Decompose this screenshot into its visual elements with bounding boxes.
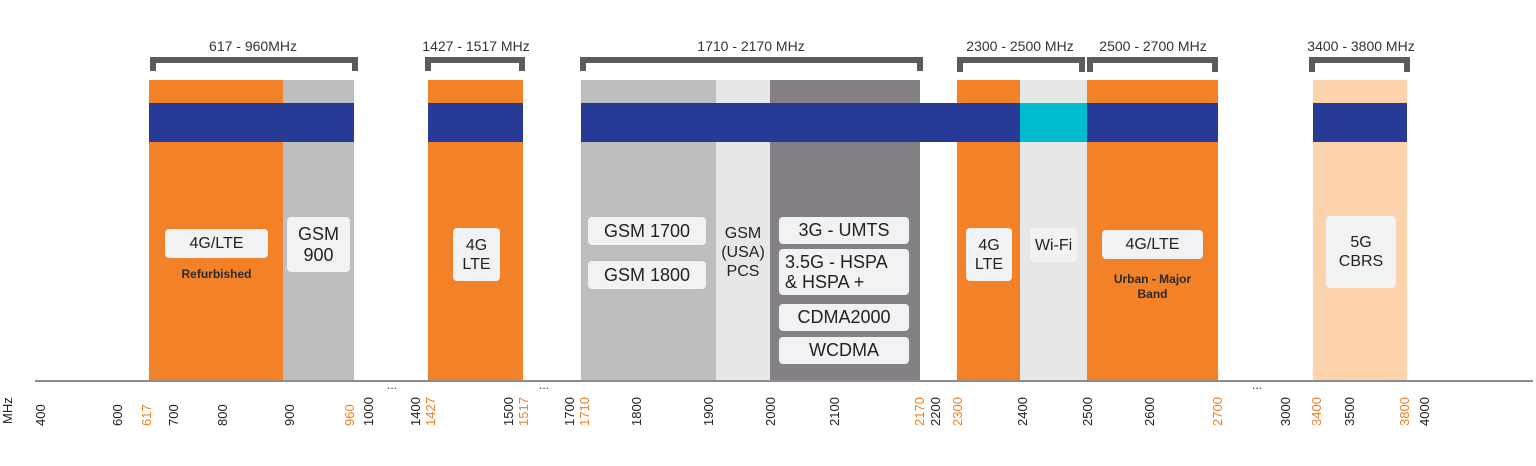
label-4g-lte-1427: 4G LTE	[453, 228, 500, 281]
label-gsm-900: GSM 900	[287, 217, 350, 272]
axis-break: ...	[539, 378, 550, 392]
tick-label-2170: 2170	[912, 397, 927, 426]
cyan-bar-wifi	[1020, 103, 1087, 142]
range-bracket-1710-2170	[580, 57, 923, 71]
blue-bar-600	[149, 103, 354, 142]
frequency-axis	[35, 380, 1533, 382]
label-gsm-1700: GSM 1700	[588, 217, 706, 245]
label-3g-umts: 3G - UMTS	[779, 217, 909, 244]
tick-label-2500: 2500	[1080, 397, 1095, 426]
tick-label-3400: 3400	[1309, 397, 1324, 426]
blue-bar-2500	[1087, 103, 1218, 142]
tick-label-4000: 4000	[1417, 397, 1432, 426]
range-label-1427-1517: 1427 - 1517 MHz	[422, 38, 530, 54]
axis-unit-label: MHz	[0, 397, 15, 424]
label-gsm-usa-pcs: GSM (USA) PCS	[716, 217, 770, 287]
tick-label-700: 700	[166, 404, 181, 426]
tick-label-2200: 2200	[928, 397, 943, 426]
tick-label-960: 960	[342, 404, 357, 426]
range-bracket-1427-1517	[425, 57, 525, 71]
range-bracket-2300-2500	[957, 57, 1085, 72]
tick-label-3800: 3800	[1397, 397, 1412, 426]
tick-label-2300: 2300	[950, 397, 965, 426]
tick-label-2000: 2000	[763, 397, 778, 426]
axis-break: ...	[387, 378, 398, 392]
label-3-5g-hspa: 3.5G - HSPA & HSPA +	[779, 249, 909, 295]
tick-label-2400: 2400	[1015, 397, 1030, 426]
blue-bar-3400	[1313, 103, 1407, 142]
range-label-2500-2700: 2500 - 2700 MHz	[1099, 38, 1207, 54]
range-label-1710-2170: 1710 - 2170 MHz	[697, 38, 805, 54]
tick-label-1400: 1400	[408, 397, 423, 426]
tick-label-900: 900	[282, 404, 297, 426]
range-bracket-617-960	[150, 57, 358, 71]
label-wcdma: WCDMA	[779, 337, 909, 364]
tick-label-1900: 1900	[701, 397, 716, 426]
tick-label-2100: 2100	[827, 397, 842, 426]
tick-label-400: 400	[33, 404, 48, 426]
tick-label-1500: 1500	[501, 397, 516, 426]
tick-label-1517: 1517	[516, 397, 531, 426]
tick-label-2700: 2700	[1210, 397, 1225, 426]
tick-label-2600: 2600	[1142, 397, 1157, 426]
range-label-617-960: 617 - 960MHz	[209, 38, 297, 54]
note-urban-major-band: Urban - Major Band	[1113, 272, 1192, 301]
tick-label-617: 617	[139, 404, 154, 426]
range-bracket-3400-3800	[1309, 57, 1410, 72]
tick-label-600: 600	[110, 404, 125, 426]
tick-label-800: 800	[215, 404, 230, 426]
tick-label-1000: 1000	[361, 397, 376, 426]
label-4g-lte-urban: 4G/LTE	[1102, 230, 1203, 259]
blue-bar-1700-2400	[581, 103, 1020, 142]
tick-label-1800: 1800	[629, 397, 644, 426]
range-label-2300-2500: 2300 - 2500 MHz	[966, 38, 1074, 54]
tick-label-3500: 3500	[1342, 397, 1357, 426]
label-4g-lte-2300: 4G LTE	[966, 228, 1012, 281]
label-gsm-1800: GSM 1800	[588, 261, 706, 289]
axis-break: ...	[1252, 378, 1263, 392]
label-wifi: Wi-Fi	[1030, 228, 1077, 262]
tick-label-1427: 1427	[423, 397, 438, 426]
label-4g-lte-refurbished: 4G/LTE	[165, 229, 268, 258]
blue-bar-1400	[428, 103, 523, 142]
tick-label-1710: 1710	[577, 397, 592, 426]
label-5g-cbrs: 5G CBRS	[1326, 216, 1396, 288]
note-refurbished: Refurbished	[181, 267, 252, 281]
range-bracket-2500-2700	[1087, 57, 1218, 72]
tick-label-1700: 1700	[562, 397, 577, 426]
tick-label-3000: 3000	[1278, 397, 1293, 426]
label-cdma2000: CDMA2000	[779, 304, 909, 331]
range-label-3400-3800: 3400 - 3800 MHz	[1307, 38, 1415, 54]
